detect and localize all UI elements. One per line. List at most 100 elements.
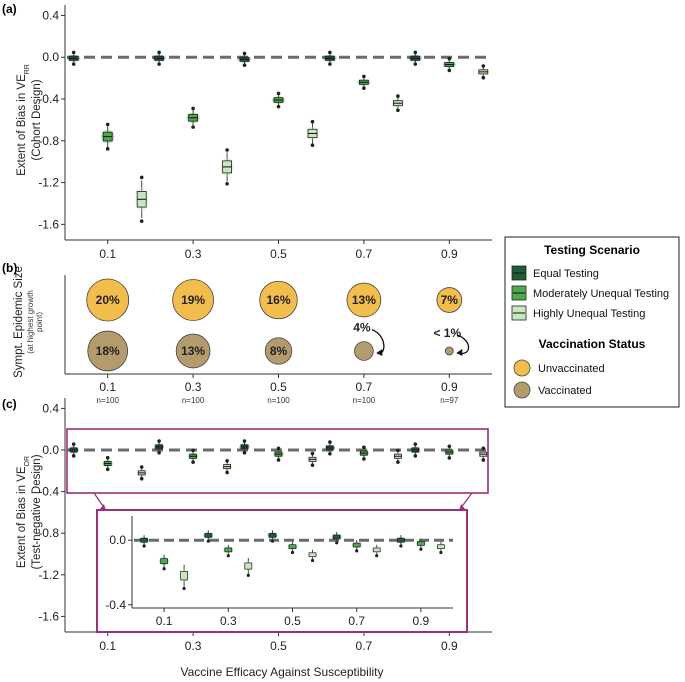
box-equal-testing: [324, 440, 336, 456]
bubble-label: 13%: [352, 293, 376, 307]
inset-box-highly-unequal-testing: [435, 541, 446, 555]
sample-size-label: n=100: [96, 396, 119, 405]
box-outlier: [447, 444, 452, 449]
inset-box-outlier: [355, 549, 359, 553]
legend-item-label: Equal Testing: [533, 268, 599, 280]
inset-box-outlier: [310, 558, 315, 563]
inset-box-highly-unequal-testing: [307, 549, 318, 563]
box-outlier: [328, 62, 332, 66]
box-highly-unequal-testing: [392, 448, 404, 464]
box-outlier: [328, 50, 332, 55]
x-tick-label: 0.9: [441, 639, 458, 653]
bubble-vaccinated: [444, 346, 454, 356]
y-tick-label: 0.4: [42, 8, 59, 22]
y-tick-label: 0.0: [42, 443, 59, 457]
box-outlier: [310, 143, 315, 148]
inset-box-iqr: [160, 558, 168, 565]
box-equal-testing: [323, 50, 337, 66]
inset-box-iqr: [288, 544, 297, 549]
box-outlier: [413, 62, 418, 66]
bubble-label: 18%: [96, 344, 120, 358]
box-outlier: [413, 442, 418, 446]
box-outlier: [71, 62, 76, 66]
bubble-label: 20%: [96, 293, 120, 307]
zoom-highlight-box: [66, 428, 489, 494]
bubble-label: 19%: [181, 293, 205, 307]
box-outlier: [157, 439, 161, 443]
box-moderately-unequal-testing: [442, 56, 457, 73]
box-moderately-unequal-testing: [100, 122, 115, 151]
y-tick-label: 0.0: [42, 50, 59, 64]
inset-box-iqr: [140, 537, 148, 543]
box-outlier: [396, 448, 400, 453]
box-highly-unequal-testing: [221, 459, 233, 475]
inset-box-equal-testing: [395, 535, 406, 548]
box-highly-unequal-testing: [391, 94, 405, 113]
inset-box-outlier: [399, 544, 403, 548]
inset-box-outlier: [375, 554, 379, 558]
box-outlier: [242, 439, 247, 443]
inset-box-iqr: [437, 544, 445, 549]
panel-b-label: (b): [2, 261, 17, 275]
y-tick-label: -1.2: [38, 568, 59, 582]
legend-item-label: Highly Unequal Testing: [533, 308, 645, 320]
panel-c-ylabel-design: (Test-negative Design): [31, 454, 43, 569]
inset-box-outlier: [419, 547, 423, 551]
panel-b-ylabel: Sympt. Epidemic Size: [13, 266, 25, 378]
pointer-arrowhead: [456, 349, 463, 356]
box-highly-unequal-testing: [478, 446, 489, 462]
box-equal-testing: [237, 51, 252, 67]
y-tick-label: -0.8: [38, 134, 59, 148]
legend-item-label: Moderately Unequal Testing: [533, 288, 669, 300]
box-highly-unequal-testing: [220, 148, 234, 186]
inset-box-iqr: [268, 533, 277, 538]
x-tick-label: 0.5: [270, 639, 287, 653]
box-outlier: [310, 463, 315, 467]
box-moderately-unequal-testing: [357, 74, 371, 90]
box-outlier: [276, 104, 281, 109]
panel-c-label: (c): [2, 397, 17, 411]
box-outlier: [225, 459, 229, 463]
y-tick-label: 0.4: [42, 401, 59, 415]
legend-item-testing: Equal Testing: [511, 265, 599, 281]
inset-box-outlier: [290, 550, 295, 555]
inset-box-iqr: [372, 547, 381, 553]
inset-box-equal-testing: [267, 530, 278, 543]
box-outlier: [139, 175, 144, 180]
inset-box-iqr: [397, 537, 405, 543]
box-equal-testing: [239, 439, 250, 455]
panel-b-ylabel-2: (at highest growth: [26, 290, 35, 354]
inset-box-highly-unequal-testing: [179, 564, 190, 591]
x-tick-label: 0.1: [99, 247, 116, 261]
inset-box-moderately-unequal-testing: [287, 541, 298, 555]
bubble-vaccinated: [264, 337, 293, 365]
box-outlier: [481, 458, 486, 462]
box-outlier: [105, 455, 110, 460]
panel-b-axes: 0.1 n=100 0.3 n=100 0.5 n=100 0.7 n=100 0.9 n=97 2…: [64, 275, 492, 405]
inset-box-outlier: [182, 586, 186, 591]
box-outlier: [481, 64, 486, 68]
inset-box-equal-testing: [203, 530, 214, 543]
box-outlier: [191, 460, 195, 464]
inset-frame: [96, 509, 468, 633]
box-outlier: [157, 450, 161, 455]
panel-a-ylabel: Extent of Bias in VERR: [16, 64, 31, 176]
box-highly-unequal-testing: [134, 175, 149, 223]
bubble-label-outside: < 1%: [433, 326, 461, 340]
box-highly-unequal-testing: [476, 64, 491, 80]
legend-dot: [513, 359, 531, 377]
sample-size-label: n=100: [353, 396, 376, 405]
x-tick-label: 0.7: [356, 247, 373, 261]
bubble-unvaccinated: [172, 279, 214, 321]
bubble-unvaccinated: [86, 278, 130, 322]
panel-c-ylabel-prefix: Extent of Bias in VE: [16, 466, 28, 568]
y-tick-label: -1.6: [38, 609, 59, 623]
inset-box-highly-unequal-testing: [371, 544, 382, 558]
bubble-label: 8%: [270, 344, 288, 358]
box-outlier: [362, 86, 366, 90]
y-tick-label: -0.4: [38, 485, 59, 499]
x-tick-label: 0.7: [356, 639, 373, 653]
pointer-arrowhead: [376, 349, 383, 356]
box-moderately-unequal-testing: [271, 91, 286, 109]
inset-box-outlier: [206, 539, 210, 543]
